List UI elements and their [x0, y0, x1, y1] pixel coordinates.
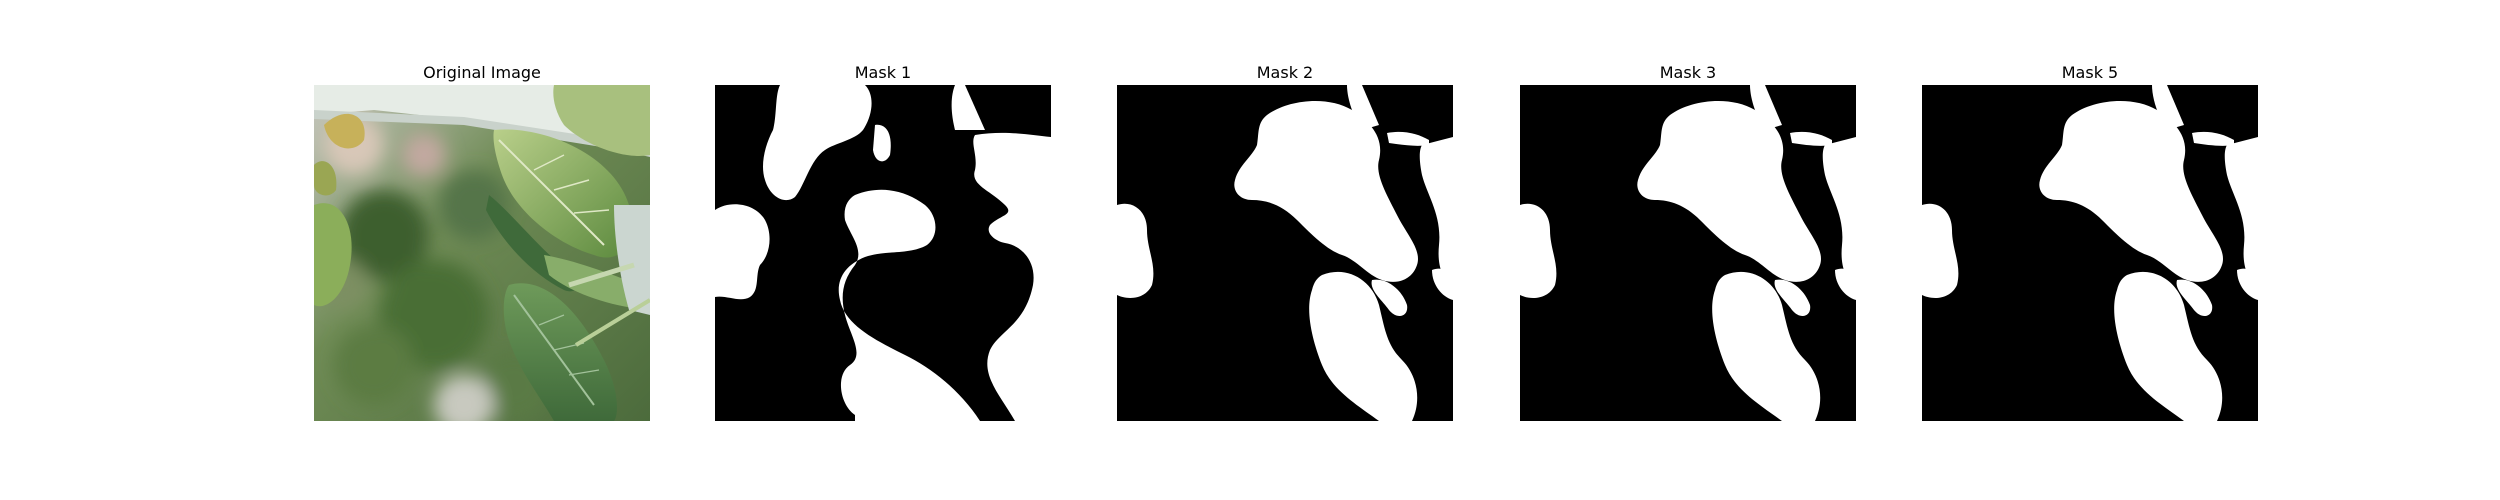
- mask-image: [1922, 85, 2258, 421]
- panel-title: Mask 3: [1659, 63, 1717, 82]
- mask-3-image: [1520, 85, 1856, 421]
- plant-photo: [314, 85, 650, 421]
- panel-title: Mask 5: [2061, 63, 2119, 82]
- mask-panel: Mask 5: [1922, 62, 2258, 421]
- panel-title: Mask 2: [1256, 63, 1314, 82]
- mask-1-image: [715, 85, 1051, 421]
- mask-panel: Mask 1: [715, 62, 1051, 421]
- mask-image: [1520, 85, 1856, 421]
- original-image: [314, 85, 650, 421]
- mask-5-image: [1922, 85, 2258, 421]
- mask-image: [1117, 85, 1453, 421]
- mask-2-image: [1117, 85, 1453, 421]
- mask-image: [715, 85, 1051, 421]
- panel-title: Mask 1: [854, 63, 912, 82]
- mask-panel: Mask 2: [1117, 62, 1453, 421]
- mask-panel: Mask 3: [1520, 62, 1856, 421]
- panel-title: Original Image: [423, 63, 541, 82]
- original-image-panel: Original Image: [314, 62, 650, 421]
